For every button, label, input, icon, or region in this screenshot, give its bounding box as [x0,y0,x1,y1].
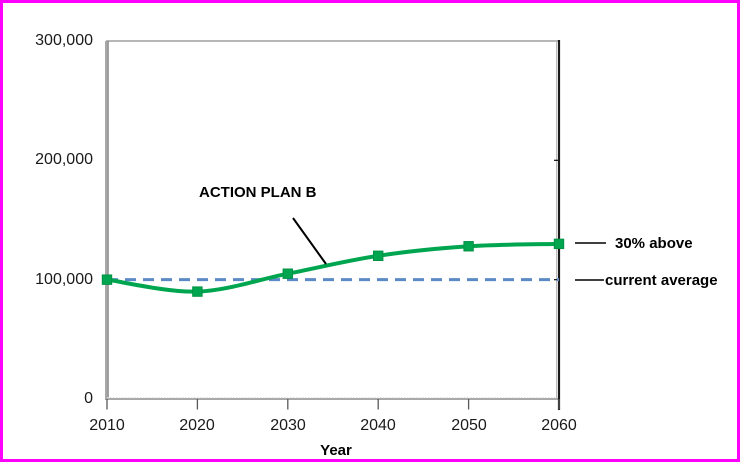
x-axis-title: Year [320,442,352,459]
data-point-marker [282,268,294,279]
y-tick-label: 300,000 [35,32,93,49]
x-tick-label: 2040 [360,417,396,434]
plot-area [101,40,606,410]
x-tick-label: 2050 [451,417,487,434]
data-series-line [105,241,561,294]
x-tick-label: 2060 [541,417,577,434]
data-point-marker [553,238,565,250]
series-annotation-pointer [292,217,327,265]
x-tick-label: 2030 [270,417,306,434]
y-tick-label: 0 [84,390,93,407]
data-point-marker [373,250,384,262]
y-tick-label: 200,000 [35,151,93,168]
x-tick-label: 2010 [89,417,125,434]
current-annotation: current average [605,272,718,289]
series-annotation: ACTION PLAN B [199,184,317,201]
above-annotation: 30% above [615,235,693,252]
data-point-marker [463,241,474,252]
data-point-marker [192,286,203,297]
data-point-marker [101,274,113,285]
y-tick-label: 100,000 [35,271,93,288]
x-tick-label: 2020 [179,417,215,434]
